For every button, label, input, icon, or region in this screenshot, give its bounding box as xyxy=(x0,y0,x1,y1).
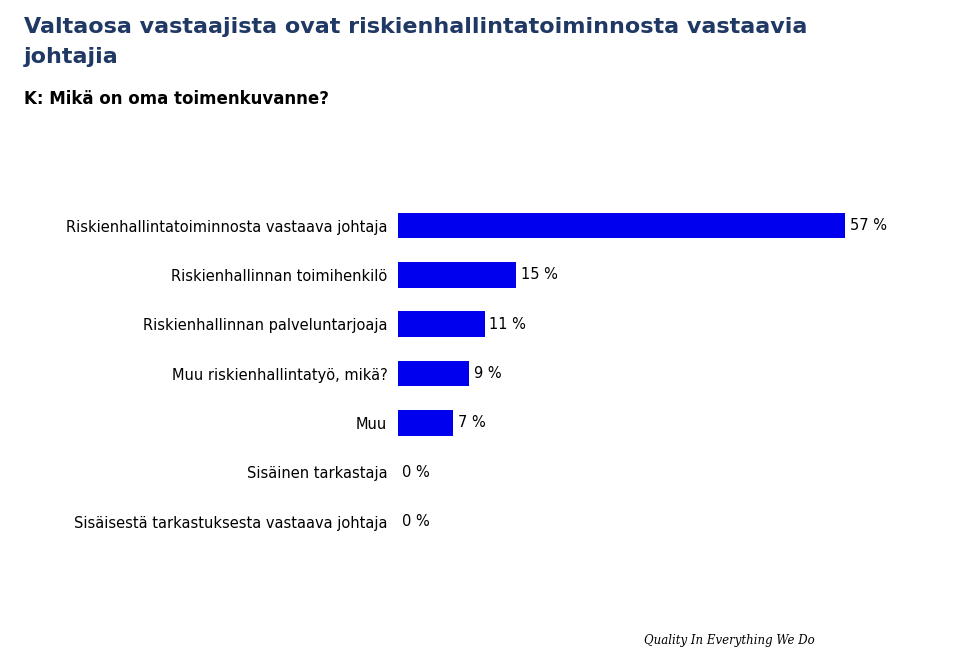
Bar xyxy=(398,262,516,287)
Text: 9 %: 9 % xyxy=(473,366,501,381)
Bar xyxy=(398,410,453,436)
Text: 57 %: 57 % xyxy=(850,218,887,233)
Bar xyxy=(398,361,468,386)
Text: 0 %: 0 % xyxy=(401,465,429,480)
Text: johtajia: johtajia xyxy=(24,47,119,67)
Bar xyxy=(398,311,485,337)
Text: 6: 6 xyxy=(24,594,36,612)
Text: 0 %: 0 % xyxy=(401,514,429,529)
Text: 11 %: 11 % xyxy=(490,317,526,331)
Text: K: Mikä on oma toimenkuvanne?: K: Mikä on oma toimenkuvanne? xyxy=(24,90,329,108)
Text: ERNST & YOUNG: ERNST & YOUNG xyxy=(686,593,863,611)
Bar xyxy=(398,213,845,238)
Text: 15 %: 15 % xyxy=(520,267,558,282)
Text: Quality In Everything We Do: Quality In Everything We Do xyxy=(644,634,815,646)
Text: Valtaosa vastaajista ovat riskienhallintatoiminnosta vastaavia: Valtaosa vastaajista ovat riskienhallint… xyxy=(24,17,807,37)
Text: 7 %: 7 % xyxy=(458,416,486,430)
